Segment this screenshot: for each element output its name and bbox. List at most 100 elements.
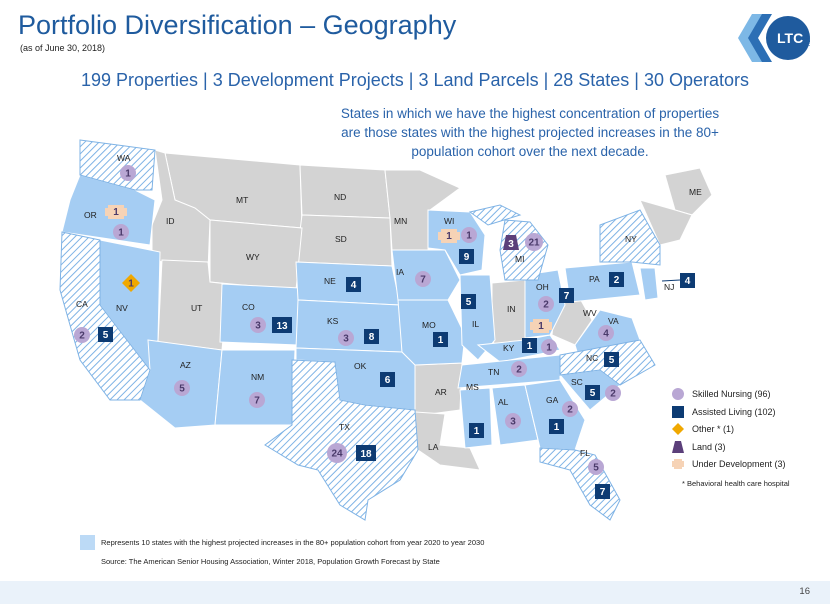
- diamond-icon: [672, 423, 684, 435]
- sn-marker: [327, 443, 347, 463]
- svg-text:TN: TN: [488, 367, 499, 377]
- state-co: [219, 283, 301, 346]
- svg-text:SD: SD: [335, 234, 347, 244]
- svg-text:13: 13: [276, 321, 288, 332]
- svg-text:PA: PA: [589, 274, 600, 284]
- svg-text:UT: UT: [191, 303, 202, 313]
- portfolio-summary: 199 Properties | 3 Development Projects …: [80, 70, 750, 90]
- svg-text:NE: NE: [324, 276, 336, 286]
- ltc-logo: LTC REIT: [736, 10, 816, 68]
- legend-item-skilled-nursing: Skilled Nursing (96): [672, 386, 822, 404]
- al-marker: [272, 317, 292, 333]
- circle-icon: [672, 388, 684, 400]
- sn-marker: [588, 459, 604, 475]
- svg-text:5: 5: [179, 384, 185, 395]
- sn-marker: [505, 413, 521, 429]
- svg-text:TX: TX: [339, 422, 350, 432]
- svg-text:7: 7: [254, 396, 260, 407]
- svg-text:CA: CA: [76, 299, 88, 309]
- other-marker: [122, 274, 140, 292]
- svg-text:7: 7: [600, 487, 606, 498]
- sn-marker: [461, 227, 477, 243]
- svg-text:4: 4: [685, 276, 691, 287]
- nj-leader: [661, 279, 681, 282]
- ud-marker: [438, 229, 460, 243]
- state-la: [414, 411, 481, 471]
- al-marker: [522, 338, 537, 353]
- svg-text:NM: NM: [251, 372, 264, 382]
- al-marker: [459, 249, 474, 264]
- sn-marker: [249, 392, 265, 408]
- svg-text:GA: GA: [546, 395, 559, 405]
- state-ny: [599, 209, 661, 266]
- logo-small-text: REIT: [806, 35, 812, 46]
- sn-marker: [415, 271, 431, 287]
- al-marker: [604, 352, 619, 367]
- svg-text:ND: ND: [334, 192, 346, 202]
- svg-text:MT: MT: [236, 195, 248, 205]
- sn-marker: [120, 165, 136, 181]
- svg-text:3: 3: [510, 417, 516, 428]
- sn-marker: [541, 339, 557, 355]
- page-subtitle: (as of June 30, 2018): [20, 43, 106, 53]
- top10-legend-text: Represents 10 states with the highest pr…: [101, 538, 485, 547]
- state-nm: [214, 349, 296, 426]
- legend-item-under-development: Under Development (3): [672, 456, 822, 474]
- svg-text:WY: WY: [246, 252, 260, 262]
- al-marker: [559, 288, 574, 303]
- svg-text:3: 3: [255, 321, 261, 332]
- svg-text:1: 1: [554, 422, 560, 433]
- page-title: Portfolio Diversification – Geography: [18, 10, 457, 40]
- al-marker: [356, 445, 376, 461]
- svg-text:3: 3: [343, 334, 349, 345]
- page-number: 16: [799, 586, 810, 597]
- state-nj: [639, 267, 659, 301]
- concentration-note: States in which we have the highest conc…: [340, 106, 720, 159]
- state-ca: [59, 231, 151, 401]
- al-marker: [680, 273, 695, 288]
- legend-item-other: Other * (1): [672, 421, 822, 439]
- legend-item-assisted-living: Assisted Living (102): [672, 404, 822, 422]
- svg-text:7: 7: [564, 291, 570, 302]
- footer-bar: 16: [0, 581, 830, 604]
- svg-text:5: 5: [466, 297, 472, 308]
- svg-text:4: 4: [351, 280, 357, 291]
- svg-text:8: 8: [369, 332, 375, 343]
- svg-text:ME: ME: [689, 187, 702, 197]
- state-ms: [459, 387, 493, 449]
- state-id: [151, 149, 211, 271]
- svg-text:1: 1: [128, 279, 134, 290]
- state-wa: [79, 139, 156, 191]
- svg-text:KY: KY: [503, 343, 515, 353]
- al-marker: [433, 332, 448, 347]
- sn-marker: [605, 385, 621, 401]
- svg-text:MS: MS: [466, 382, 479, 392]
- al-marker: [549, 419, 564, 434]
- source-note: Source: The American Senior Housing Asso…: [101, 557, 440, 566]
- legend-footnote: * Behavioral health care hospital: [682, 479, 790, 488]
- assisted-living-markers: 5 13 4 8 6 18 1 9 5 1 1 1 7 2 4 5 5 7: [98, 249, 695, 499]
- svg-text:OH: OH: [536, 282, 549, 292]
- state-me: [664, 167, 713, 216]
- svg-text:NV: NV: [116, 303, 128, 313]
- svg-text:24: 24: [331, 449, 343, 460]
- sn-marker: [74, 327, 90, 343]
- svg-text:NY: NY: [625, 234, 637, 244]
- svg-text:IA: IA: [396, 267, 404, 277]
- ud-marker: [530, 319, 552, 333]
- ud-marker: [105, 205, 127, 219]
- sn-marker: [538, 296, 554, 312]
- svg-text:3: 3: [508, 239, 514, 250]
- al-marker: [364, 329, 379, 344]
- al-marker: [380, 372, 395, 387]
- svg-text:ID: ID: [166, 216, 175, 226]
- svg-text:9: 9: [464, 252, 470, 263]
- svg-text:1: 1: [527, 341, 533, 352]
- al-marker: [469, 423, 484, 438]
- svg-text:1: 1: [446, 231, 452, 242]
- sn-marker: [174, 380, 190, 396]
- svg-text:4: 4: [603, 329, 609, 340]
- state-mi-up: [468, 204, 522, 226]
- land-marker: [503, 235, 519, 250]
